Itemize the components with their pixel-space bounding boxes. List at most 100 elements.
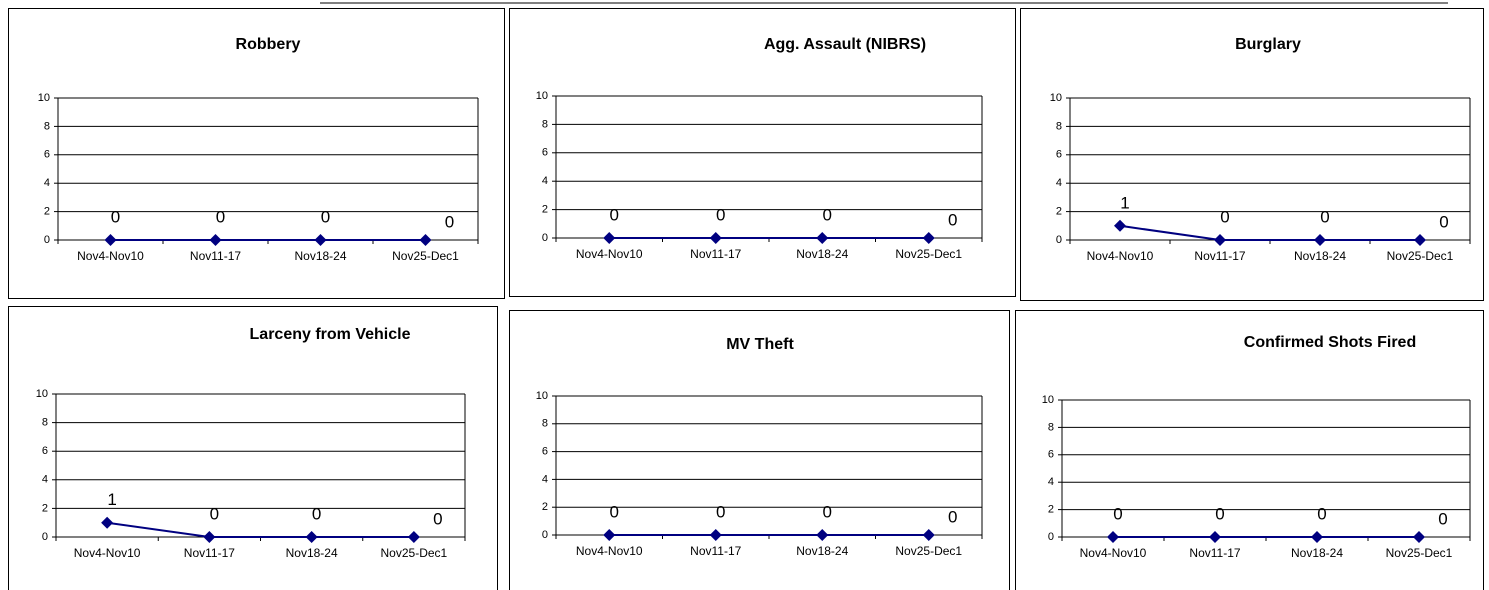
y-tick-label: 4 [42,474,48,486]
data-label: 0 [716,205,725,224]
x-tick-label: Nov11-17 [1189,546,1240,560]
y-tick-label: 4 [1048,476,1054,488]
point [305,531,318,543]
y-tick-label: 2 [42,502,48,514]
data-label: 0 [1220,207,1229,226]
y-tick-label: 0 [42,531,48,543]
x-tick-label: Nov18-24 [796,247,848,261]
x-tick-label: Nov25-Dec1 [381,546,448,560]
y-tick-label: 8 [42,417,48,429]
x-tick-label: Nov11-17 [184,546,235,560]
data-label: 0 [1215,504,1224,523]
x-tick-label: Nov25-Dec1 [1386,546,1453,560]
data-label: 0 [216,207,225,226]
point [1413,531,1425,543]
x-tick-label: Nov11-17 [190,249,241,263]
x-tick-label: Nov25-Dec1 [392,249,459,263]
y-tick-label: 2 [542,501,548,513]
data-label: 0 [312,504,321,523]
data-label: 0 [111,207,120,226]
data-label: 0 [1439,212,1448,231]
x-tick-label: Nov18-24 [796,544,848,558]
x-tick-label: Nov11-17 [1194,249,1245,263]
y-tick-label: 2 [44,206,50,218]
y-tick-label: 6 [542,147,548,159]
series-line [1119,224,1420,241]
chart-frame [1015,310,1484,590]
y-tick-label: 10 [536,90,548,102]
chart-title: Burglary [1235,36,1301,53]
series-line [106,521,414,538]
chart-title: Robbery [236,36,301,53]
chart-frame [509,310,1010,590]
point [1414,234,1426,246]
point [603,529,616,541]
point [603,232,616,244]
point [419,234,432,246]
y-tick-label: 0 [44,234,50,246]
data-label: 0 [610,502,619,521]
y-tick-label: 10 [36,388,48,400]
x-tick-label: Nov18-24 [286,546,338,560]
y-tick-label: 2 [542,204,548,216]
data-label: 0 [321,207,330,226]
chart-frame [8,8,505,299]
data-label: 1 [1120,193,1129,212]
y-tick-label: 8 [44,120,50,132]
y-tick-label: 6 [42,445,48,457]
x-tick-label: Nov18-24 [1294,249,1346,263]
data-label: 0 [948,507,957,526]
y-tick-label: 0 [542,529,548,541]
point [1214,234,1226,246]
data-label: 0 [433,509,442,528]
data-label: 0 [445,212,454,231]
point [1114,219,1126,232]
point [101,516,114,529]
chart-title: Larceny from Vehicle [250,326,411,343]
point [104,234,117,246]
point [1107,531,1119,543]
data-label: 0 [948,210,957,229]
y-tick-label: 4 [542,175,548,187]
y-tick-label: 8 [1056,120,1062,132]
y-tick-label: 10 [38,92,50,104]
y-tick-label: 0 [1048,531,1054,543]
x-tick-label: Nov4-Nov10 [1080,546,1147,560]
point [1314,234,1326,246]
chart-title: Agg. Assault (NIBRS) [764,36,926,53]
y-tick-label: 10 [1042,394,1054,406]
y-tick-label: 10 [1050,92,1062,104]
y-tick-label: 4 [1056,177,1062,189]
data-label: 0 [1320,207,1329,226]
y-tick-label: 2 [1056,206,1062,218]
point [407,531,420,543]
y-tick-label: 0 [1056,234,1062,246]
x-tick-label: Nov18-24 [1291,546,1343,560]
x-tick-label: Nov4-Nov10 [74,546,141,560]
data-label: 1 [107,490,116,509]
x-tick-label: Nov4-Nov10 [576,544,643,558]
y-tick-label: 0 [542,232,548,244]
point [203,531,216,543]
x-tick-label: Nov25-Dec1 [895,247,962,261]
x-tick-label: Nov18-24 [294,249,346,263]
point [1311,531,1323,543]
y-tick-label: 4 [44,177,50,189]
data-label: 0 [1113,504,1122,523]
y-tick-label: 8 [1048,421,1054,433]
point [922,232,935,244]
x-tick-label: Nov25-Dec1 [1387,249,1454,263]
point [209,234,222,246]
chart-title: Confirmed Shots Fired [1244,334,1416,351]
chart-title: MV Theft [726,336,794,353]
y-tick-label: 10 [536,390,548,402]
point [314,234,327,246]
data-label: 0 [823,205,832,224]
point [709,529,722,541]
data-label: 0 [1438,509,1447,528]
data-label: 0 [823,502,832,521]
point [816,232,829,244]
x-tick-label: Nov25-Dec1 [895,544,962,558]
point [922,529,935,541]
